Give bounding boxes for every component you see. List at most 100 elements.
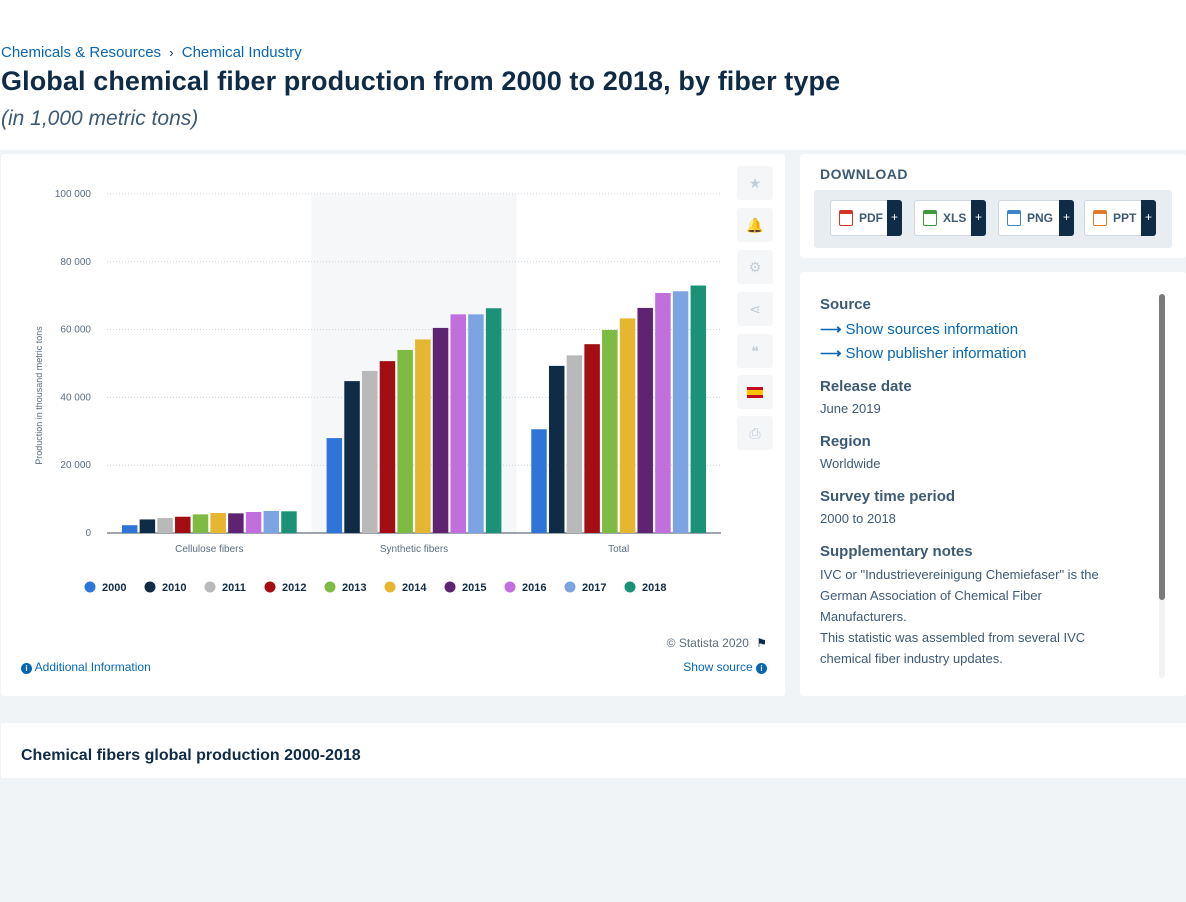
pdf-file-icon — [839, 210, 853, 226]
star-icon: ★ — [748, 174, 762, 191]
bar-cellulose-fibers-2012 — [175, 516, 191, 533]
settings-button[interactable]: ⚙ — [737, 250, 773, 284]
bar-total-2015 — [637, 307, 653, 533]
xls-file-icon — [923, 210, 937, 226]
download-pdf-button[interactable]: PDF + — [830, 200, 902, 236]
related-statistic-title[interactable]: Chemical fibers global production 2000-2… — [21, 747, 361, 764]
print-button[interactable]: ⎙ — [737, 416, 773, 450]
supplementary-notes-text: IVC or "Industrievereinigung Chemiefaser… — [820, 567, 1099, 624]
y-tick-label: 100 000 — [55, 189, 92, 200]
favorite-button[interactable]: ★ — [737, 166, 773, 200]
bar-total-2014 — [619, 318, 636, 533]
quote-icon: ❝ — [751, 342, 759, 359]
show-publisher-link[interactable]: ⟶ Show publisher information — [820, 344, 1026, 362]
legend-label: 2016 — [522, 582, 546, 594]
plus-icon: + — [887, 200, 902, 236]
copyright-text: © Statista 2020 — [666, 636, 749, 650]
info-scrollbar[interactable] — [1159, 294, 1165, 678]
release-date-value: June 2019 — [820, 401, 881, 416]
legend-label: 2012 — [282, 582, 306, 594]
chart-card: 0 20 000 40 000 60 000 80 000 100 000 Producti… — [1, 154, 785, 696]
copyright: © Statista 2020 ⚑ — [667, 636, 767, 650]
plus-icon: + — [1059, 200, 1074, 236]
png-file-icon — [1007, 210, 1021, 226]
download-xls-label: XLS — [943, 211, 967, 225]
download-title: DOWNLOAD — [820, 166, 908, 182]
bar-synthetic-fibers-2018 — [485, 308, 502, 533]
bar-synthetic-fibers-2016 — [450, 314, 466, 533]
x-category-label: Cellulose fibers — [175, 544, 243, 555]
show-source-link[interactable]: Show source i — [683, 660, 767, 674]
bar-cellulose-fibers-2000 — [121, 525, 138, 533]
supplementary-notes-text-2: This statistic was assembled from severa… — [820, 630, 1086, 666]
bar-cellulose-fibers-2010 — [139, 519, 156, 533]
show-sources-link[interactable]: ⟶ Show sources information — [820, 320, 1018, 338]
gear-icon: ⚙ — [748, 258, 762, 275]
bar-cellulose-fibers-2017 — [263, 510, 280, 533]
plus-icon: + — [1141, 200, 1156, 236]
additional-information-link[interactable]: i Additional Information — [21, 660, 151, 674]
bar-cellulose-fibers-2011 — [157, 518, 173, 533]
bell-icon: 🔔 — [746, 216, 764, 233]
scrollbar-thumb[interactable] — [1159, 294, 1165, 600]
legend-marker — [264, 581, 276, 593]
bar-synthetic-fibers-2014 — [415, 339, 431, 533]
bar-cellulose-fibers-2016 — [245, 511, 262, 533]
bar-synthetic-fibers-2015 — [432, 327, 449, 533]
legend-marker — [624, 581, 636, 593]
bar-synthetic-fibers-2013 — [397, 349, 413, 533]
bar-total-2000 — [531, 429, 547, 533]
y-tick-label: 80 000 — [60, 257, 91, 268]
bar-total-2016 — [655, 292, 671, 533]
legend-marker — [384, 581, 396, 593]
bar-synthetic-fibers-2000 — [326, 438, 343, 533]
download-ppt-button[interactable]: PPT + — [1084, 200, 1156, 236]
download-bar: PDF + XLS + PNG + PPT + — [814, 190, 1172, 248]
breadcrumb-item-chemical-industry[interactable]: Chemical Industry — [181, 44, 302, 61]
legend-label: 2017 — [582, 582, 606, 594]
page-title: Global chemical fiber production from 20… — [1, 66, 841, 96]
bar-cellulose-fibers-2018 — [281, 511, 297, 533]
ppt-file-icon — [1093, 210, 1107, 226]
legend-label: 2018 — [642, 582, 666, 594]
x-category-label: Synthetic fibers — [380, 544, 448, 555]
bar-cellulose-fibers-2015 — [228, 513, 244, 533]
info-icon: i — [756, 663, 767, 674]
x-category-label: Total — [608, 544, 629, 555]
legend-marker — [564, 581, 576, 593]
supplementary-notes-label: Supplementary notes — [820, 543, 973, 560]
survey-period-value: 2000 to 2018 — [820, 511, 896, 526]
cite-button[interactable]: ❝ — [737, 334, 773, 368]
bar-total-2010 — [548, 365, 565, 533]
bar-total-2012 — [584, 344, 600, 533]
download-png-button[interactable]: PNG + — [998, 200, 1074, 236]
show-source-label: Show source — [683, 660, 753, 674]
legend-label: 2010 — [162, 582, 186, 594]
legend-marker — [324, 581, 336, 593]
source-label: Source — [820, 296, 871, 313]
download-xls-button[interactable]: XLS + — [914, 200, 986, 236]
legend-label: 2014 — [402, 582, 427, 594]
bar-total-2011 — [566, 355, 583, 533]
printer-icon: ⎙ — [749, 424, 761, 441]
share-button[interactable]: ⋖ — [737, 292, 773, 326]
plus-icon: + — [971, 200, 986, 236]
download-pdf-label: PDF — [859, 211, 883, 225]
notification-button[interactable]: 🔔 — [737, 208, 773, 242]
breadcrumb-item-chemicals[interactable]: Chemicals & Resources — [1, 44, 162, 61]
legend-marker — [204, 581, 216, 593]
y-axis-title: Production in thousand metric tons — [34, 326, 44, 465]
flag-icon[interactable]: ⚑ — [756, 636, 767, 650]
download-card: DOWNLOAD PDF + XLS + PNG + PPT + — [800, 154, 1186, 258]
language-button[interactable] — [737, 375, 773, 409]
header-band — [0, 0, 1186, 150]
bar-synthetic-fibers-2017 — [468, 314, 484, 533]
legend-marker — [144, 581, 156, 593]
survey-period-label: Survey time period — [820, 488, 956, 505]
legend-marker — [84, 581, 96, 593]
legend-label: 2000 — [102, 582, 126, 594]
additional-information-label: Additional Information — [34, 660, 151, 674]
bar-synthetic-fibers-2012 — [379, 361, 396, 533]
legend-label: 2013 — [342, 582, 366, 594]
bar-total-2017 — [672, 291, 689, 533]
